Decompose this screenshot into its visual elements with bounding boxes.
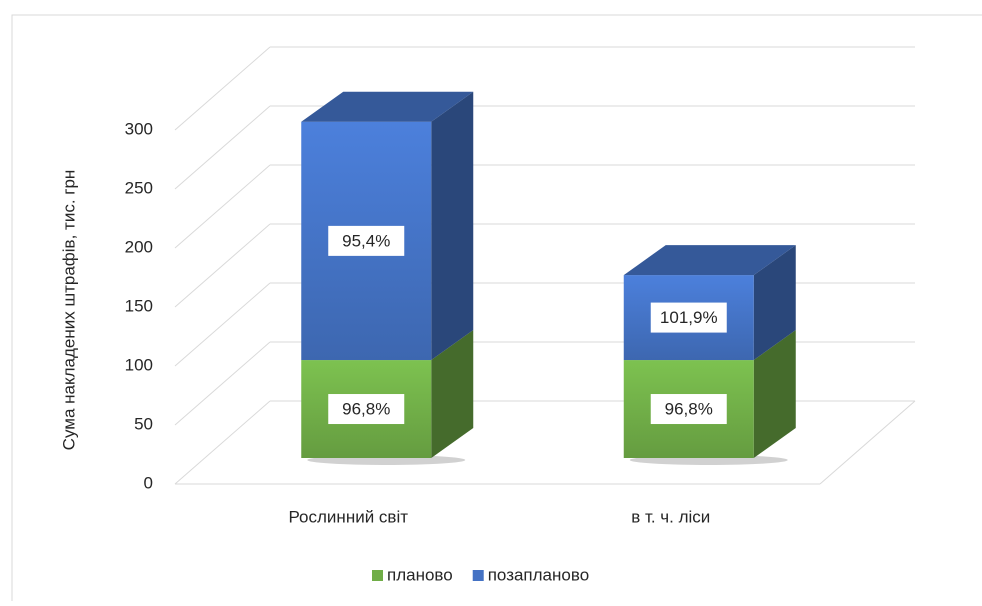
grid-line [174, 105, 271, 190]
bar-side [431, 330, 474, 458]
data-label: 96,8% [665, 400, 713, 419]
grid-line [174, 400, 271, 485]
legend-swatch [472, 570, 484, 581]
y-tick-label: 150 [125, 296, 153, 315]
x-tick-label: в т. ч. ліси [631, 507, 710, 526]
bar-top [301, 91, 474, 122]
bar-side [431, 91, 474, 361]
grid-line [174, 341, 271, 426]
y-axis-title: Сума накладених штрафів, тис. грн [59, 170, 78, 451]
y-tick-label: 0 [144, 473, 153, 492]
chart-frame [11, 14, 982, 606]
y-tick-label: 200 [125, 237, 153, 256]
grid-line [174, 164, 271, 249]
bar-side [753, 330, 796, 458]
bar-side [753, 245, 796, 361]
grid-line [174, 282, 271, 367]
grid-line [174, 46, 271, 131]
x-tick-label: Рослинний світ [288, 507, 408, 526]
bar-top [623, 245, 796, 276]
label-box [650, 302, 727, 333]
data-label: 96,8% [342, 400, 390, 419]
floor-line [819, 400, 916, 485]
y-tick-label: 50 [134, 414, 153, 433]
label-box [650, 394, 727, 425]
legend-label: позапланово [488, 565, 589, 584]
data-label: 101,9% [660, 308, 718, 327]
legend-swatch [372, 570, 383, 581]
y-tick-label: 250 [125, 178, 153, 197]
legend-label: планово [387, 565, 453, 584]
y-tick-label: 100 [125, 355, 153, 374]
grid-line [174, 223, 271, 308]
y-tick-label: 300 [125, 119, 153, 138]
data-label: 95,4% [342, 231, 390, 250]
label-box [328, 394, 405, 425]
label-box [328, 225, 405, 256]
